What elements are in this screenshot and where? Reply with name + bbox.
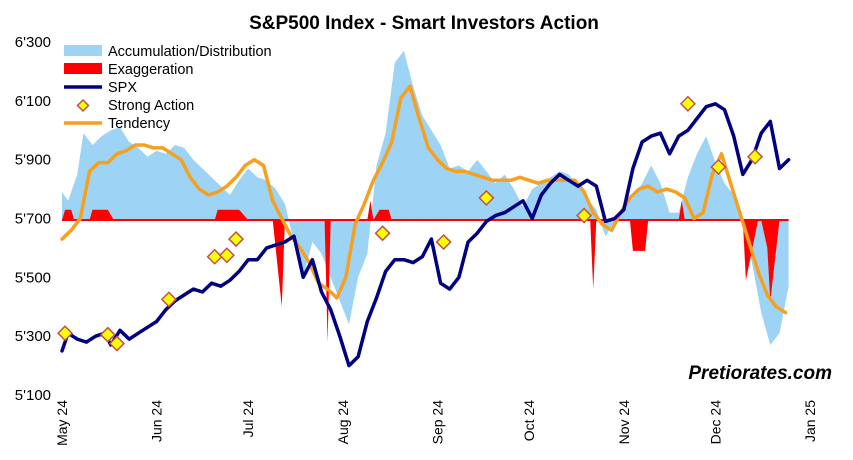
strong-action-marker: [679, 95, 696, 112]
y-tick-label: 5'700: [15, 211, 51, 228]
x-tick-label: Oct 24: [521, 400, 537, 441]
strong-action-markers: [56, 95, 764, 352]
x-axis: May 24 Jun 24 Jul 24 Aug 24 Sep 24 Oct 24 Nov …: [54, 400, 818, 446]
x-tick-label: Jan 25: [802, 400, 818, 442]
x-tick-label: Jun 24: [149, 400, 165, 442]
y-tick-label: 5'100: [15, 387, 51, 404]
tendency-line: [60, 84, 788, 315]
legend-label-spx: SPX: [108, 80, 137, 96]
y-tick-label: 6'100: [15, 93, 51, 110]
y-tick-label: 5'500: [15, 269, 51, 286]
y-tick-label: 5'900: [15, 152, 51, 169]
strong-action-marker: [99, 326, 116, 343]
strong-action-marker: [218, 247, 235, 264]
strong-action-marker: [160, 291, 177, 308]
chart-title: S&P500 Index - Smart Investors Action: [249, 13, 599, 34]
legend-label-strong-action: Strong Action: [108, 98, 194, 114]
accumulation-distribution-area: [62, 50, 789, 346]
y-tick-label: 5'300: [15, 328, 51, 345]
strong-action-marker: [478, 189, 495, 206]
y-axis: 5'100 5'300 5'500 5'700 5'900 6'100 6'300: [15, 34, 51, 404]
legend-label-exaggeration: Exaggeration: [108, 62, 193, 78]
legend-label-accumulation: Accumulation/Distribution: [108, 44, 272, 60]
strong-action-marker: [56, 325, 74, 342]
x-tick-label: Sep 24: [430, 400, 446, 445]
strong-action-marker: [374, 225, 391, 242]
legend-label-tendency: Tendency: [108, 116, 171, 132]
watermark: Pretiorates.com: [688, 363, 832, 384]
plot-area: [56, 50, 791, 368]
y-tick-label: 6'300: [15, 34, 51, 51]
exaggeration-area: [62, 200, 789, 343]
x-tick-label: Dec 24: [707, 400, 723, 445]
spx-line: [60, 102, 791, 368]
x-tick-label: Aug 24: [335, 400, 351, 445]
legend-swatch-exaggeration: [64, 63, 102, 74]
strong-action-marker: [227, 231, 245, 248]
strong-action-marker: [435, 233, 452, 251]
legend-swatch-accumulation: [64, 45, 102, 56]
x-tick-label: Jul 24: [240, 400, 256, 438]
x-tick-label: May 24: [54, 400, 70, 446]
strong-action-marker: [710, 158, 727, 176]
legend-swatch-strong-action: [76, 98, 90, 113]
strong-action-marker: [576, 207, 593, 224]
legend: Accumulation/Distribution Exaggeration S…: [64, 44, 272, 132]
x-tick-label: Nov 24: [616, 400, 632, 445]
strong-action-marker: [746, 148, 764, 165]
strong-action-marker: [206, 248, 223, 265]
strong-action-marker: [108, 335, 126, 352]
